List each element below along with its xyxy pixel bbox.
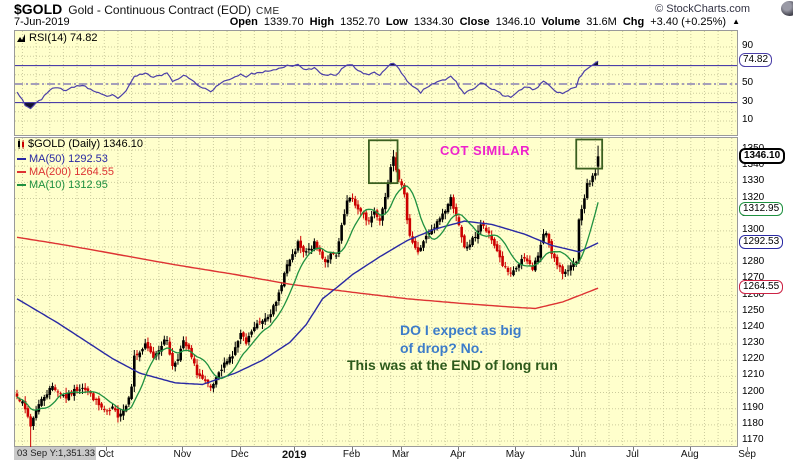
month-label: Apr [450,449,466,460]
month-label: Jul [626,449,639,460]
price-axis-label: 1210 [742,369,765,381]
quote-value: 1339.70 [263,16,304,28]
price-axis-label: 1340 [742,159,765,171]
stockcharts-credit: © StockCharts.com [655,3,750,15]
legend-symbol-label: $GOLD (Daily) 1346.10 [28,138,143,150]
ma200-line-sample [17,171,26,174]
stockcharts-logo-icon [781,1,793,16]
price-axis-label: 1280 [742,256,765,268]
month-tick [351,447,353,451]
quote-row: Open 1339.70 High 1352.70 Low 1334.30 Close 134… [230,16,740,28]
ma200-value-badge: 1264.55 [739,280,784,295]
month-tick [747,447,749,451]
rsi-axis-label: 90 [742,40,754,52]
rsi-plot[interactable] [15,31,737,135]
month-label: Nov [173,449,192,460]
price-plot[interactable] [15,138,737,453]
rsi-value-badge: 74.82 [739,53,773,68]
annotation-end-of-run: This was at the END of long run [347,357,558,373]
legend-ma50-row: MA(50) 1292.53 [17,153,143,166]
legend-ma10-row: MA(10) 1312.95 [17,179,143,192]
price-axis-label: 1190 [742,401,764,413]
price-axis-label: 1320 [742,191,765,203]
price-axis-label: 1220 [742,353,765,365]
chart-subheader: 7-Jun-2019 Open 1339.70 High 1352.70 Low 1334… [14,16,780,30]
rsi-legend: RSI(14) 74.82 [17,32,97,46]
crosshair-info-box: 03 Sep Y:1,351.33 [14,447,96,460]
month-label: Sep [738,449,756,460]
month-tick [182,447,184,451]
ma10-value-badge: 1312.95 [739,201,784,216]
legend-ma50-label: MA(50) 1292.53 [29,153,108,165]
legend-symbol-row: $GOLD (Daily) 1346.10 [17,138,143,153]
month-label: 2019 [282,449,307,461]
month-tick [632,447,634,451]
quote-label: Low [385,16,408,28]
quote-label: Close [459,16,490,28]
price-axis-label: 1170 [742,434,764,446]
chart-header: $GOLD Gold - Continuous Contract (EOD) CME [14,1,780,17]
quote-value: 31.6M [586,16,617,28]
legend-ma200-row: MA(200) 1264.55 [17,166,143,179]
quote-value: +3.40 (+0.25%) [650,16,727,28]
month-tick [577,447,579,451]
symbol-name: Gold - Continuous Contract (EOD) [68,3,251,17]
candlestick-icon [17,139,25,153]
ma10-line-sample [17,184,26,187]
month-tick [239,447,241,451]
ma50-value-badge: 1292.53 [739,234,784,249]
quote-value: 1352.70 [340,16,380,28]
rsi-axis-label: 30 [742,95,754,107]
quote-label: Volume [541,16,581,28]
annotation-cot-similar: COT SIMILAR [440,143,530,158]
price-axis-label: 1240 [742,320,765,332]
price-axis-label: 1230 [742,337,765,349]
price-axis-label: 1200 [742,385,765,397]
month-tick [400,447,402,451]
quote-label: Chg [622,16,645,28]
month-tick [515,447,517,451]
month-label: Feb [342,449,361,460]
price-axis-label: 1300 [742,223,765,235]
annotation-expectation-line2: of drop? No. [400,340,484,356]
quote-value: 1334.30 [413,16,454,28]
legend-ma10-label: MA(10) 1312.95 [29,179,108,191]
month-label: Dec [230,449,249,460]
month-tick [106,447,108,451]
chart-date: 7-Jun-2019 [14,16,70,28]
price-axis-label: 1250 [742,304,765,316]
month-tick [294,447,296,451]
quote-value: 1346.10 [495,16,536,28]
legend-ma200-label: MA(200) 1264.55 [29,166,114,178]
month-label: May [505,449,525,460]
exchange-label: CME [255,6,280,17]
quote-label: High [309,16,335,28]
symbol-ticker: $GOLD [14,1,63,17]
month-label: Mar [392,449,410,460]
annotation-expectation: DO I expect as big of drop? No. [400,321,521,357]
price-panel [14,137,738,453]
price-axis-label: 1260 [742,288,765,300]
price-axis-label: 1270 [742,272,765,284]
last-price-badge: 1346.10 [739,148,786,165]
rsi-axis-label: 50 [742,77,754,89]
month-tick [457,447,459,451]
change-up-arrow-icon: ▲ [732,17,740,26]
price-axis-label: 1330 [742,175,765,187]
month-label: Aug [680,449,699,460]
month-label: Jun [569,449,587,460]
quote-label: Open [229,16,258,28]
price-legend: $GOLD (Daily) 1346.10 MA(50) 1292.53 MA(… [17,138,143,192]
price-axis-label: 1180 [742,417,764,429]
ma50-line-sample [17,158,26,161]
month-label: Oct [98,449,114,460]
annotation-expectation-line1: DO I expect as big [400,322,522,338]
month-tick [689,447,691,451]
rsi-axis-label: 10 [742,114,754,126]
rsi-panel [14,30,738,136]
rsi-legend-label: RSI(14) 74.82 [29,32,98,44]
indicator-icon [17,34,26,46]
